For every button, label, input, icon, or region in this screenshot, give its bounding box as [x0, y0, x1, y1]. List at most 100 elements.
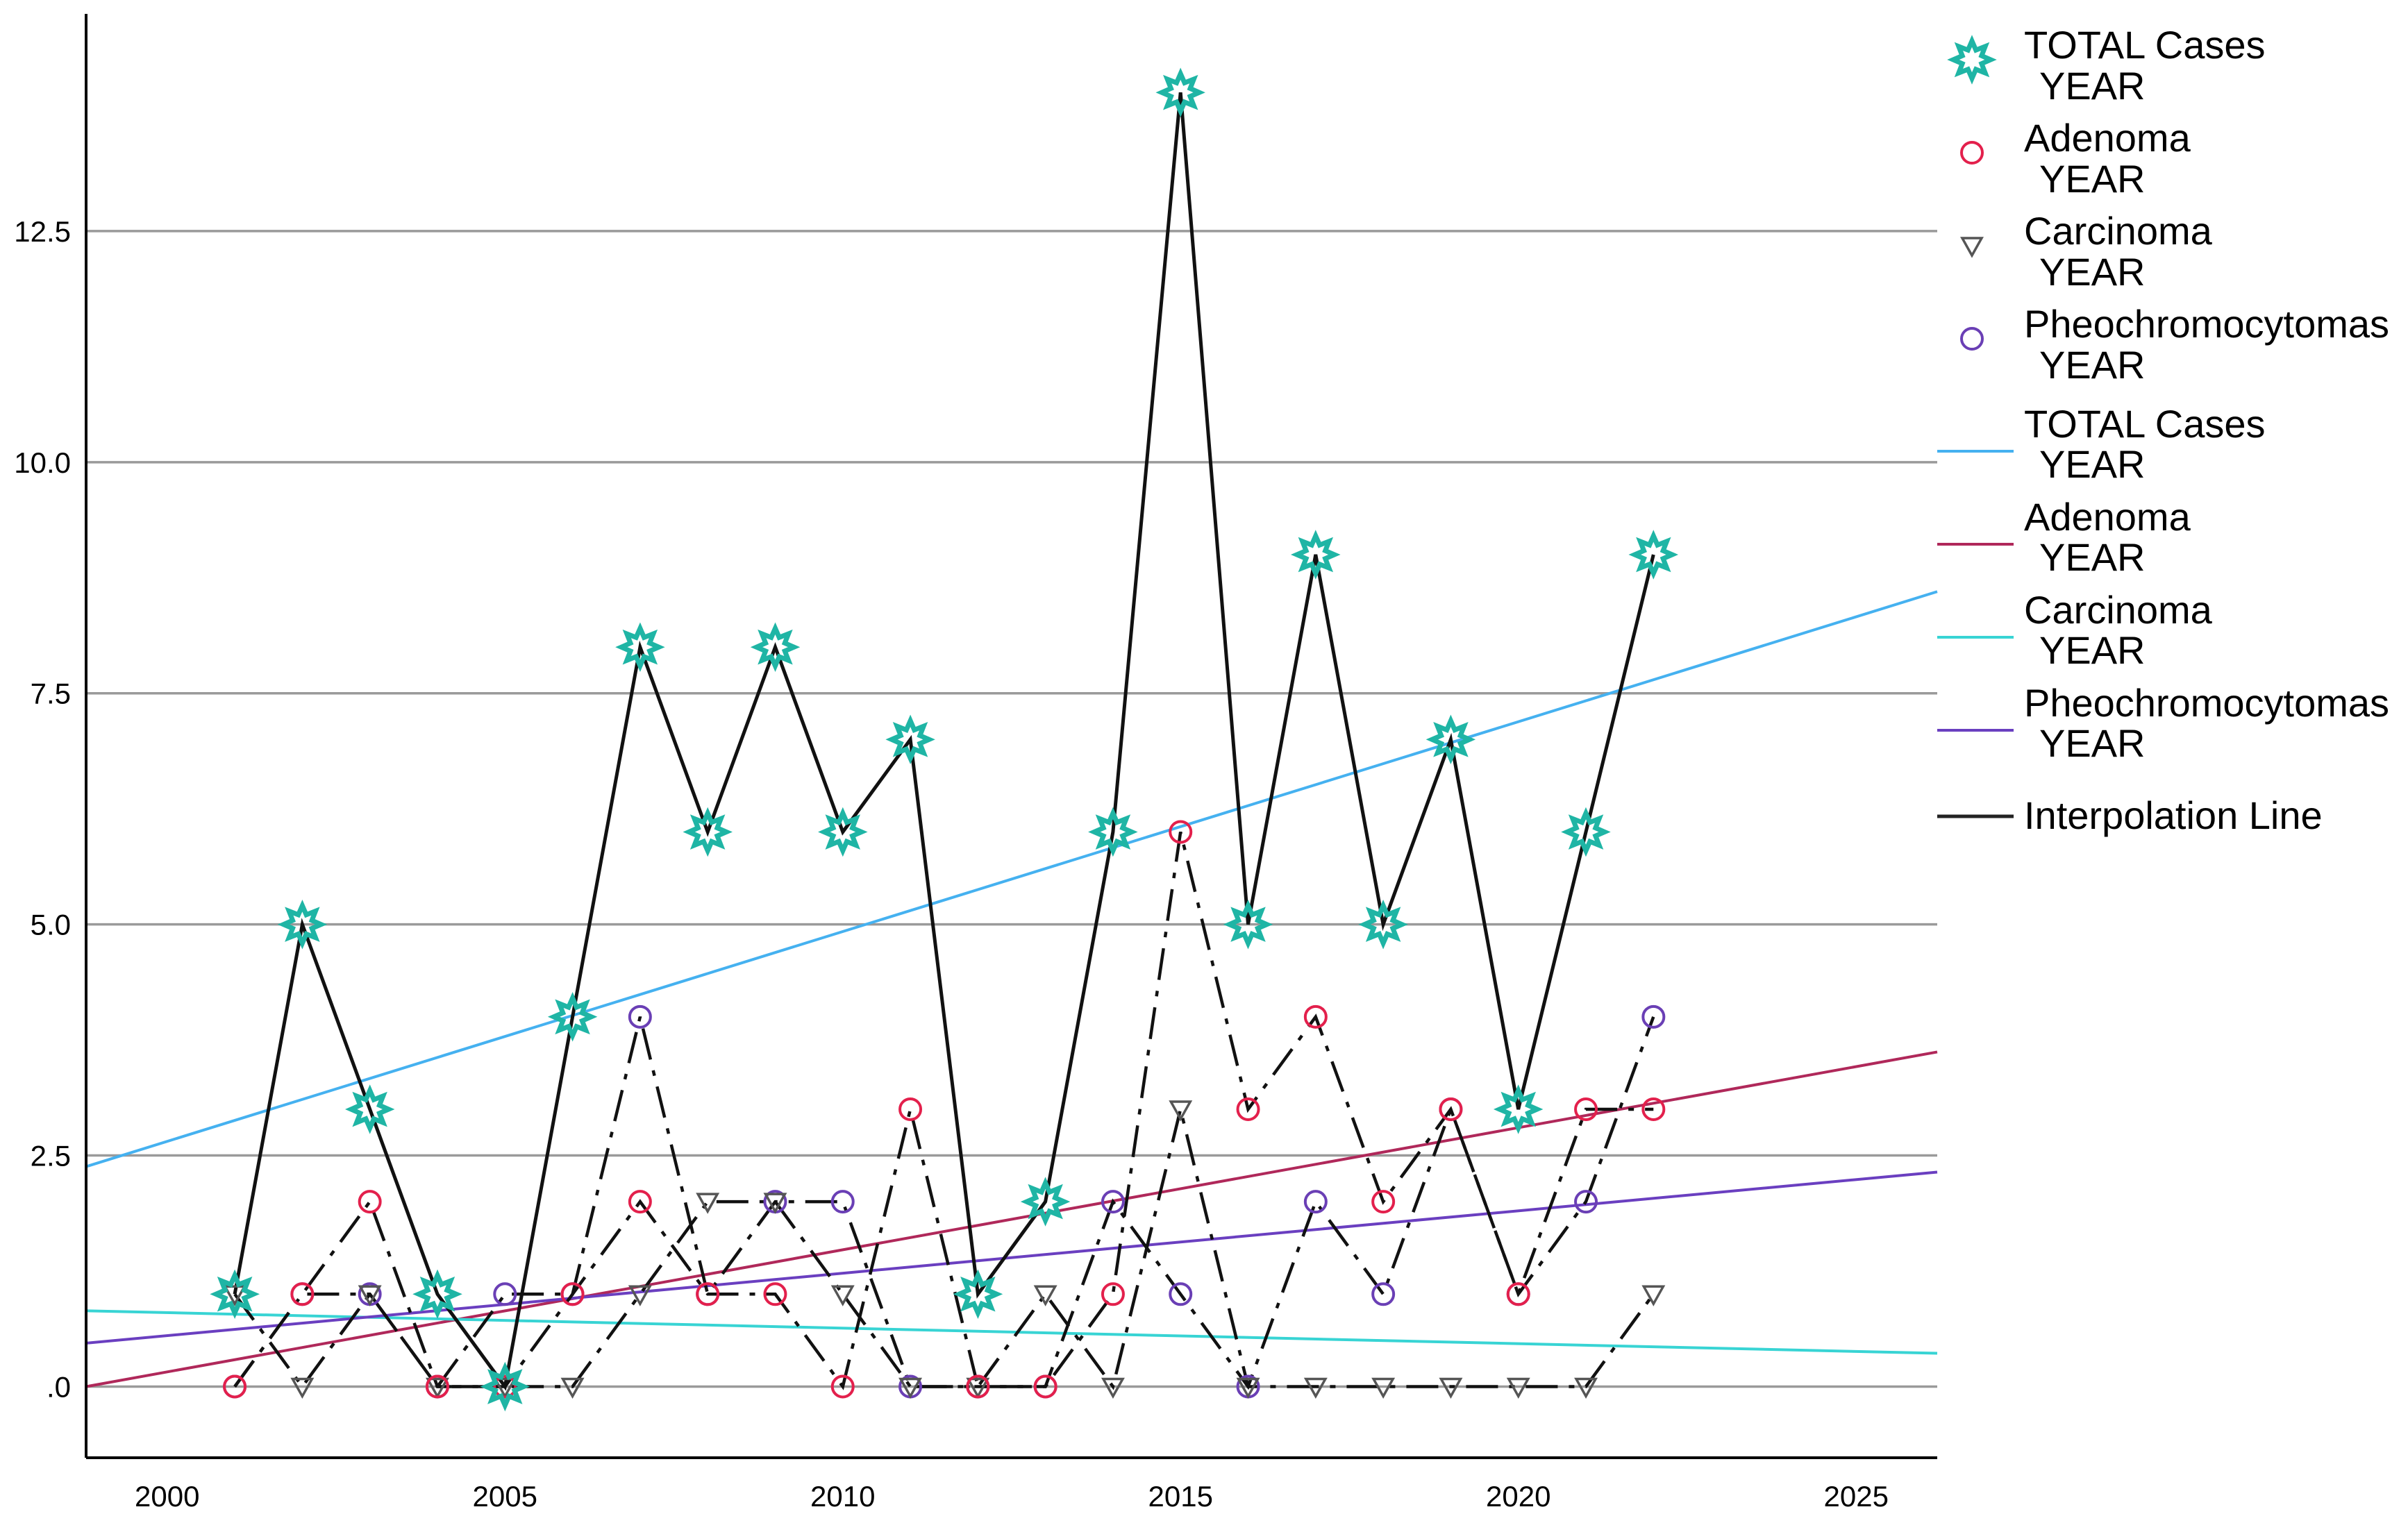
- adenoma-point-2013: [1033, 1374, 1057, 1399]
- carcinoma-point-2019: [1439, 1377, 1463, 1399]
- legend-marker-total: [1947, 35, 1997, 85]
- x-tick-label-2025: 2025: [1824, 1480, 1889, 1513]
- carcinoma-point-2020: [1506, 1377, 1530, 1399]
- adenoma-point-2017: [1303, 1004, 1328, 1029]
- adenoma-point-2001: [223, 1374, 247, 1399]
- adenoma-point-2003: [358, 1190, 382, 1214]
- legend-label-interpolation: Interpolation Line: [2024, 793, 2323, 837]
- legend-label-pheo: Pheochromocytomas: [2024, 302, 2389, 346]
- total-point-2001: [210, 1269, 260, 1320]
- carcinoma-point-2005: [493, 1377, 517, 1399]
- total-point-2019: [1425, 714, 1476, 765]
- carcinoma-point-2012: [966, 1377, 990, 1399]
- total-point-2011: [885, 714, 935, 765]
- y-tick-label-5: 12.5: [14, 215, 71, 248]
- total-point-2005: [480, 1361, 530, 1412]
- carcinoma-point-2001: [223, 1285, 247, 1306]
- legend-label-total: TOTAL Cases: [2024, 23, 2266, 67]
- adenoma-point-2002: [290, 1282, 315, 1306]
- carcinoma-point-2015: [1169, 1100, 1193, 1122]
- adenoma-point-2011: [898, 1097, 923, 1121]
- adenoma-point-2019: [1439, 1097, 1463, 1121]
- y-tick-label-0: .0: [47, 1370, 71, 1403]
- total-point-2003: [344, 1084, 395, 1134]
- legend: TOTAL CasesYEARAdenomaYEARCarcinomaYEARP…: [1937, 23, 2389, 837]
- pheo-point-2014: [1101, 1190, 1125, 1214]
- adenoma-point-2005: [493, 1374, 517, 1399]
- carcinoma-point-2021: [1574, 1377, 1598, 1399]
- adenoma-point-2007: [628, 1190, 652, 1214]
- total-point-2016: [1223, 899, 1273, 950]
- adenoma-interpolation-line: [233, 831, 1654, 1390]
- total-point-2020: [1493, 1084, 1544, 1134]
- pheo-fit-line: [85, 1170, 1938, 1345]
- x-tick-label-2015: 2015: [1148, 1480, 1213, 1513]
- total-point-2021: [1561, 807, 1611, 857]
- adenoma-point-2022: [1641, 1097, 1666, 1121]
- grid-layer: [86, 230, 1937, 1388]
- y-tick-label-2: 5.0: [31, 909, 71, 941]
- total-point-2008: [683, 807, 733, 857]
- adenoma-point-2020: [1506, 1282, 1530, 1306]
- total-point-2022: [1628, 530, 1679, 580]
- carcinoma-point-2018: [1371, 1377, 1396, 1399]
- carcinoma-point-2003: [358, 1285, 382, 1306]
- carcinoma-point-2017: [1303, 1377, 1328, 1399]
- total-point-2013: [1020, 1177, 1071, 1227]
- legend-label-carcinoma-fit: Carcinoma: [2024, 588, 2213, 632]
- total-point-2004: [412, 1269, 462, 1320]
- legend-label-adenoma-fit: Adenoma: [2024, 495, 2191, 539]
- carcinoma-point-2006: [560, 1377, 585, 1399]
- total-point-2015: [1155, 67, 1205, 117]
- fit-lines-layer: [85, 590, 1938, 1388]
- carcinoma-point-2010: [830, 1285, 855, 1306]
- legend-sublabel-total-fit: YEAR: [2039, 442, 2146, 486]
- markers-layer: [210, 67, 1679, 1412]
- adenoma-point-2010: [830, 1374, 855, 1399]
- legend-sublabel-total: YEAR: [2039, 64, 2146, 108]
- legend-marker-adenoma: [1960, 141, 1984, 165]
- adenoma-point-2004: [425, 1374, 449, 1399]
- total-point-2018: [1358, 899, 1408, 950]
- legend-label-carcinoma: Carcinoma: [2024, 209, 2213, 253]
- total-point-2010: [818, 807, 868, 857]
- carcinoma-point-2011: [898, 1377, 923, 1399]
- pheo-point-2007: [628, 1004, 652, 1029]
- pheo-point-2017: [1303, 1190, 1328, 1214]
- legend-sublabel-adenoma: YEAR: [2039, 157, 2146, 201]
- legend-sublabel-pheo: YEAR: [2039, 343, 2146, 387]
- carcinoma-point-2007: [628, 1285, 652, 1306]
- carcinoma-point-2009: [763, 1193, 787, 1214]
- total-point-2014: [1088, 807, 1138, 857]
- total-point-2012: [953, 1269, 1003, 1320]
- adenoma-point-2009: [763, 1282, 787, 1306]
- y-tick-label-3: 7.5: [31, 678, 71, 710]
- total-point-2007: [615, 622, 665, 672]
- adenoma-point-2012: [966, 1374, 990, 1399]
- adenoma-point-2006: [560, 1282, 585, 1306]
- adenoma-point-2016: [1236, 1097, 1260, 1121]
- carcinoma-point-2008: [696, 1193, 720, 1214]
- legend-label-pheo-fit: Pheochromocytomas: [2024, 681, 2389, 725]
- adenoma-point-2018: [1371, 1190, 1396, 1214]
- total-point-2009: [750, 622, 801, 672]
- total-point-2006: [547, 992, 598, 1042]
- x-tick-label-2000: 2000: [135, 1480, 199, 1513]
- pheo-point-2015: [1169, 1282, 1193, 1306]
- pheo-point-2010: [830, 1190, 855, 1214]
- x-tick-label-2010: 2010: [810, 1480, 875, 1513]
- legend-sublabel-pheo-fit: YEAR: [2039, 721, 2146, 765]
- legend-label-total-fit: TOTAL Cases: [2024, 402, 2266, 446]
- x-tick-label-2005: 2005: [473, 1480, 537, 1513]
- legend-marker-pheo: [1960, 327, 1984, 351]
- carcinoma-fit-line: [85, 1309, 1938, 1355]
- y-tick-label-4: 10.0: [14, 446, 71, 479]
- legend-marker-carcinoma: [1960, 237, 1984, 258]
- axes-layer: 2000 2005 2010 2015 2020 2025 .0 2.5 5.0 7.5 10.0 1…: [14, 14, 1937, 1513]
- adenoma-point-2008: [696, 1282, 720, 1306]
- pheo-interpolation-line: [233, 1016, 1655, 1390]
- y-tick-label-1: 2.5: [31, 1140, 71, 1172]
- legend-sublabel-carcinoma-fit: YEAR: [2039, 628, 2146, 672]
